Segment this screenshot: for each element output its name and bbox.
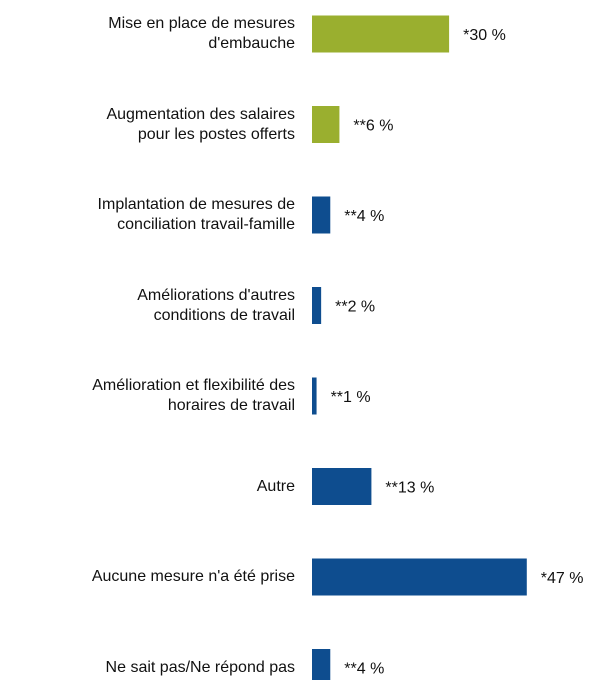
value-label: **4 % xyxy=(344,208,384,225)
bar xyxy=(312,468,372,505)
category-label: Améliorations d'autres conditions de tra… xyxy=(137,286,295,324)
bar xyxy=(312,377,317,415)
category-label: Implantation de mesures de conciliation … xyxy=(97,196,295,233)
bar xyxy=(312,287,322,324)
value-label: **2 % xyxy=(335,299,375,316)
value-label: **1 % xyxy=(331,389,371,406)
category-label: Aucune mesure n'a été prise xyxy=(91,568,295,585)
category-label: Ne sait pas/Ne répond pas xyxy=(105,658,295,676)
bar xyxy=(312,558,527,596)
bar xyxy=(312,196,331,234)
bar xyxy=(312,649,331,680)
value-label: **13 % xyxy=(385,480,434,497)
bar xyxy=(312,15,450,53)
bar xyxy=(312,106,340,143)
value-label: **6 % xyxy=(353,118,393,135)
category-label: Augmentation des salaires pour les poste… xyxy=(106,105,295,143)
value-label: *30 % xyxy=(463,27,506,44)
value-label: *47 % xyxy=(541,570,584,587)
value-label: **4 % xyxy=(344,661,384,678)
category-label: Autre xyxy=(256,477,295,495)
category-label: Mise en place de mesures d'embauche xyxy=(108,15,295,52)
category-label: Amélioration et flexibilité des horaires… xyxy=(92,377,295,414)
